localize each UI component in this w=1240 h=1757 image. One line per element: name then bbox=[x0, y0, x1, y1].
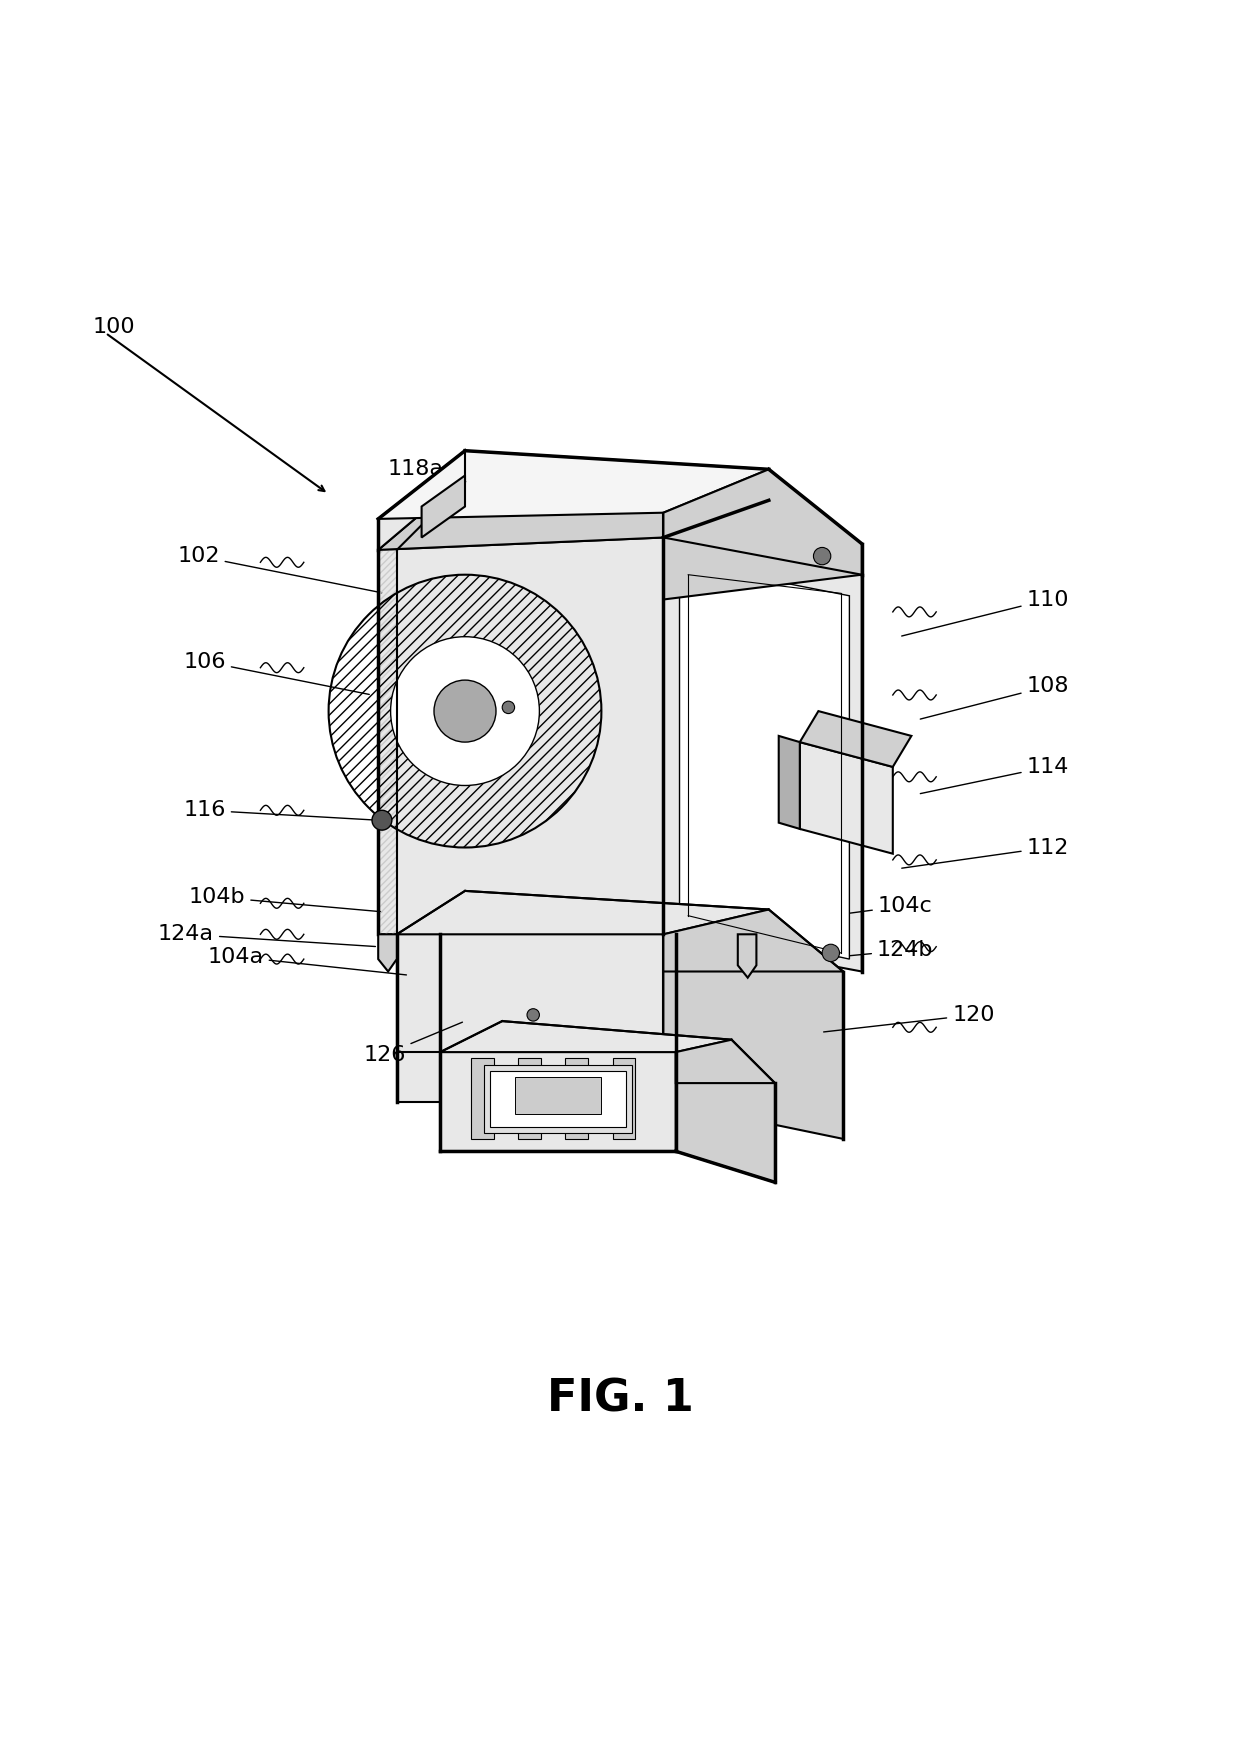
Polygon shape bbox=[440, 1021, 732, 1052]
Polygon shape bbox=[680, 562, 849, 959]
Text: 112: 112 bbox=[901, 838, 1069, 868]
Text: 124a: 124a bbox=[157, 924, 376, 947]
Text: 116: 116 bbox=[184, 799, 376, 821]
Text: 118b: 118b bbox=[585, 466, 642, 508]
Polygon shape bbox=[663, 469, 862, 575]
Polygon shape bbox=[515, 1077, 601, 1114]
Polygon shape bbox=[378, 538, 663, 935]
Text: 122: 122 bbox=[556, 1045, 598, 1081]
Polygon shape bbox=[676, 1052, 775, 1182]
Circle shape bbox=[391, 636, 539, 785]
Text: 118a: 118a bbox=[387, 459, 463, 508]
Text: 114: 114 bbox=[920, 757, 1069, 794]
Polygon shape bbox=[378, 452, 465, 550]
Circle shape bbox=[527, 1009, 539, 1021]
Text: 106: 106 bbox=[184, 652, 370, 694]
Polygon shape bbox=[378, 935, 397, 972]
Polygon shape bbox=[613, 1058, 635, 1139]
Circle shape bbox=[822, 944, 839, 961]
Text: 108: 108 bbox=[920, 676, 1069, 719]
Text: 102: 102 bbox=[177, 546, 382, 592]
Text: 104c: 104c bbox=[759, 896, 932, 926]
Circle shape bbox=[372, 810, 392, 829]
Polygon shape bbox=[518, 1058, 541, 1139]
Polygon shape bbox=[378, 481, 769, 550]
Polygon shape bbox=[490, 1070, 626, 1126]
Polygon shape bbox=[779, 736, 800, 829]
Circle shape bbox=[502, 701, 515, 713]
Polygon shape bbox=[422, 476, 465, 538]
Polygon shape bbox=[397, 891, 769, 935]
Polygon shape bbox=[484, 1065, 632, 1133]
Text: 126: 126 bbox=[363, 1023, 463, 1065]
Polygon shape bbox=[565, 1058, 588, 1139]
Polygon shape bbox=[676, 1040, 775, 1082]
Text: 110: 110 bbox=[901, 590, 1069, 636]
Polygon shape bbox=[663, 538, 862, 972]
Text: 124b: 124b bbox=[777, 940, 934, 963]
Text: 120: 120 bbox=[823, 1005, 994, 1031]
Circle shape bbox=[434, 680, 496, 741]
Polygon shape bbox=[663, 910, 843, 972]
Text: FIG. 1: FIG. 1 bbox=[547, 1377, 693, 1421]
Polygon shape bbox=[663, 935, 843, 1139]
Text: 100: 100 bbox=[93, 316, 135, 337]
Text: 104a: 104a bbox=[207, 947, 407, 975]
Polygon shape bbox=[800, 741, 893, 854]
Text: 104b: 104b bbox=[188, 887, 382, 912]
Polygon shape bbox=[800, 712, 911, 766]
Polygon shape bbox=[397, 935, 663, 1102]
Polygon shape bbox=[663, 501, 862, 599]
Polygon shape bbox=[471, 1058, 494, 1139]
Circle shape bbox=[813, 548, 831, 564]
Polygon shape bbox=[378, 452, 769, 518]
Polygon shape bbox=[440, 1052, 676, 1151]
Polygon shape bbox=[738, 935, 756, 977]
